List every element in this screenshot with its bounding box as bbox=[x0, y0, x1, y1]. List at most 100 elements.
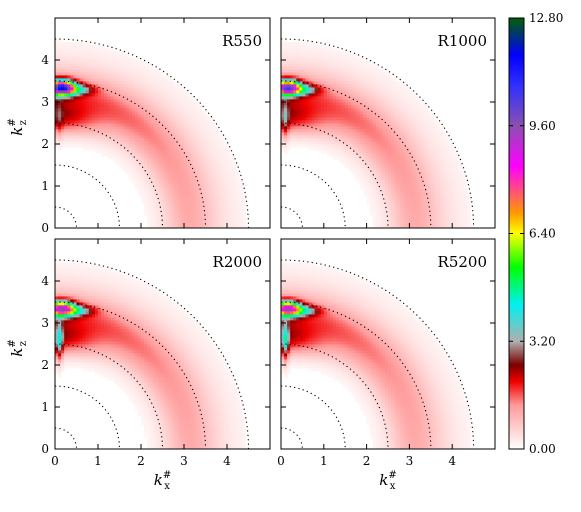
heatmap-cell bbox=[433, 204, 438, 208]
heatmap-cell bbox=[70, 75, 74, 79]
heatmap-cell bbox=[449, 165, 453, 169]
heatmap-cell bbox=[190, 222, 194, 226]
heatmap-cell bbox=[147, 168, 151, 172]
heatmap-cell bbox=[199, 132, 203, 136]
heatmap-cell bbox=[67, 87, 71, 91]
heatmap-cell bbox=[220, 162, 225, 166]
heatmap-cell bbox=[394, 219, 398, 223]
heatmap-cell bbox=[400, 180, 404, 184]
heatmap-cell bbox=[190, 129, 194, 133]
heatmap-cell bbox=[329, 153, 334, 157]
heatmap-cell bbox=[223, 189, 228, 193]
heatmap-cell bbox=[174, 165, 179, 169]
heatmap-cell bbox=[98, 105, 102, 109]
heatmap-cell bbox=[202, 117, 206, 121]
heatmap-cell bbox=[366, 156, 371, 160]
heatmap-cell bbox=[82, 96, 87, 100]
heatmap-cell bbox=[290, 138, 294, 142]
heatmap-cell bbox=[299, 102, 303, 106]
heatmap-cell bbox=[196, 129, 200, 133]
heatmap-cell bbox=[61, 75, 65, 79]
heatmap-cell bbox=[409, 183, 413, 187]
heatmap-cell bbox=[372, 129, 377, 133]
heatmap-cell bbox=[369, 156, 374, 160]
heatmap-cell bbox=[214, 174, 219, 178]
heatmap-cell bbox=[104, 135, 108, 139]
heatmap-cell bbox=[290, 129, 294, 133]
heatmap-cell bbox=[308, 51, 312, 55]
heatmap-cell bbox=[141, 114, 145, 118]
heatmap-cell bbox=[208, 213, 213, 217]
heatmap-cell bbox=[424, 174, 429, 178]
heatmap-cell bbox=[302, 120, 306, 124]
heatmap-cell bbox=[409, 213, 413, 217]
heatmap-cell bbox=[94, 81, 99, 85]
heatmap-cell bbox=[79, 120, 84, 124]
heatmap-cell bbox=[113, 102, 117, 106]
heatmap-cell bbox=[190, 108, 194, 112]
heatmap-cell bbox=[58, 99, 62, 103]
heatmap-cell bbox=[147, 102, 151, 106]
heatmap-cell bbox=[165, 171, 170, 175]
heatmap-cell bbox=[433, 189, 438, 193]
heatmap-cell bbox=[372, 159, 377, 163]
heatmap-cell bbox=[193, 108, 197, 112]
heatmap-cell bbox=[168, 90, 173, 94]
heatmap-cell bbox=[125, 135, 130, 139]
heatmap-cell bbox=[113, 108, 117, 112]
heatmap-cell bbox=[116, 102, 120, 106]
heatmap-cell bbox=[467, 198, 471, 202]
heatmap-cell bbox=[406, 144, 410, 148]
heatmap-cell bbox=[351, 141, 355, 145]
heatmap-cell bbox=[363, 168, 367, 172]
heatmap-cell bbox=[433, 126, 438, 130]
heatmap-cell bbox=[293, 129, 297, 133]
heatmap-cell bbox=[171, 96, 176, 100]
heatmap-cell bbox=[144, 78, 148, 82]
heatmap-cell bbox=[443, 162, 447, 166]
heatmap-cell bbox=[137, 186, 142, 190]
heatmap-cell bbox=[91, 66, 96, 70]
heatmap-cell bbox=[342, 51, 346, 55]
heatmap-cell bbox=[64, 129, 68, 133]
heatmap-cell bbox=[196, 207, 200, 211]
heatmap-cell bbox=[372, 222, 377, 226]
heatmap-cell bbox=[375, 129, 380, 133]
heatmap-cell bbox=[180, 123, 185, 127]
heatmap-cell bbox=[193, 213, 197, 217]
heatmap-cell bbox=[281, 57, 285, 61]
heatmap-cell bbox=[168, 159, 173, 163]
y-axis-label: k#z bbox=[7, 118, 29, 135]
heatmap-cell bbox=[311, 48, 316, 52]
heatmap-cell bbox=[443, 192, 447, 196]
heatmap-cell bbox=[159, 129, 163, 133]
heatmap-cell bbox=[400, 87, 404, 91]
heatmap-cell bbox=[311, 135, 316, 139]
heatmap-cell bbox=[61, 362, 65, 366]
heatmap-cell bbox=[153, 114, 157, 118]
heatmap-cell bbox=[61, 114, 65, 118]
heatmap-cell bbox=[104, 57, 108, 61]
heatmap-cell bbox=[125, 126, 130, 130]
heatmap-cell bbox=[208, 216, 213, 220]
heatmap-cell bbox=[418, 174, 423, 178]
heatmap-cell bbox=[147, 75, 151, 79]
heatmap-cell bbox=[452, 168, 456, 172]
heatmap-cell bbox=[366, 84, 371, 88]
heatmap-cell bbox=[199, 168, 203, 172]
heatmap-cell bbox=[436, 207, 441, 211]
heatmap-cell bbox=[323, 81, 328, 85]
heatmap-cell bbox=[220, 219, 225, 223]
heatmap-cell bbox=[427, 168, 432, 172]
heatmap-cell bbox=[400, 171, 404, 175]
heatmap-cell bbox=[311, 45, 316, 49]
heatmap-cell bbox=[332, 75, 337, 79]
heatmap-cell bbox=[159, 204, 163, 208]
heatmap-cell bbox=[317, 75, 322, 79]
heatmap-cell bbox=[332, 138, 337, 142]
heatmap-cell bbox=[308, 87, 312, 91]
heatmap-cell bbox=[424, 105, 429, 109]
heatmap-cell bbox=[79, 114, 84, 118]
heatmap-cell bbox=[122, 129, 127, 133]
heatmap-cell bbox=[418, 129, 423, 133]
